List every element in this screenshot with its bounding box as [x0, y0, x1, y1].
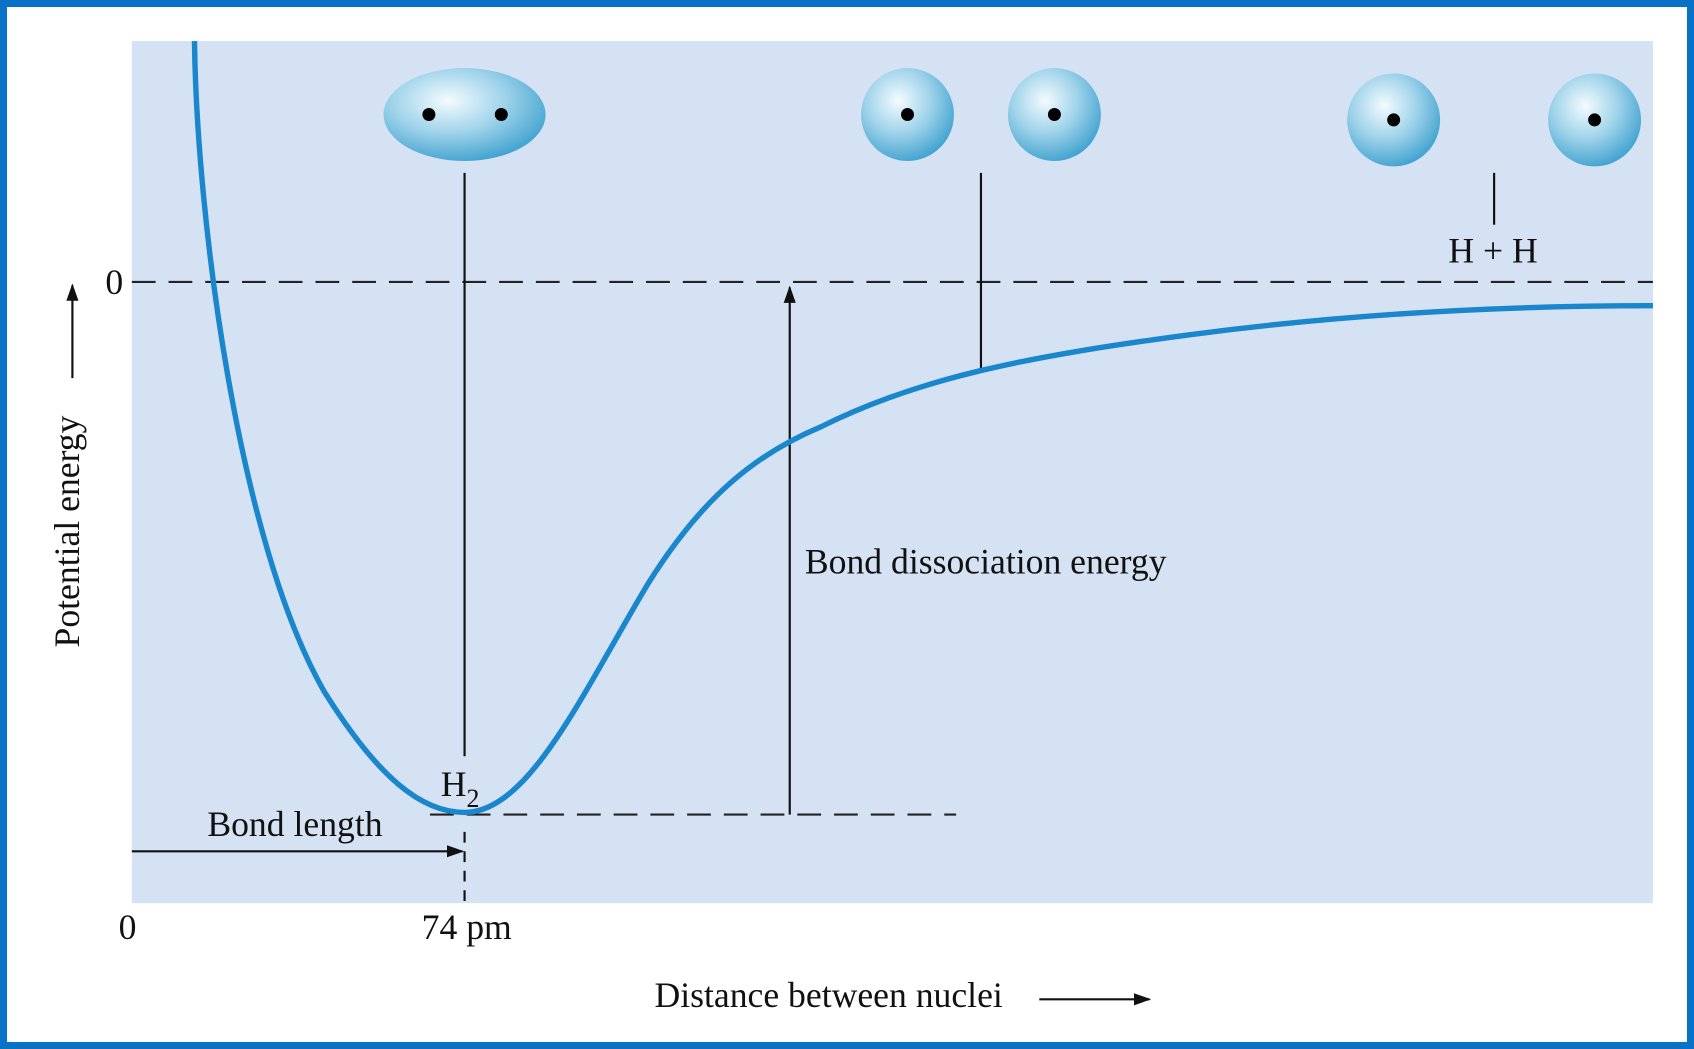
dissociation-label: Bond dissociation energy [805, 542, 1167, 582]
y-zero-label: 0 [105, 262, 123, 302]
molecule-cloud [384, 68, 546, 161]
molecule-subscript: 2 [467, 784, 480, 813]
nucleus [422, 108, 435, 121]
x-zero-label: 0 [119, 907, 137, 947]
atoms-label: H + H [1448, 231, 1537, 271]
molecule-symbol: H [441, 764, 467, 804]
bond-length-label: Bond length [207, 804, 382, 844]
x-mark-label: 74 pm [422, 907, 512, 947]
page: 0 0 74 pm Potential energy Distance betw… [0, 0, 1694, 1049]
y-axis-label: Potential energy [47, 415, 87, 647]
nucleus [1387, 113, 1400, 126]
x-axis-label: Distance between nuclei [654, 975, 1002, 1015]
nucleus [1588, 113, 1601, 126]
nucleus [901, 108, 914, 121]
nucleus [1048, 108, 1061, 121]
plot-area [132, 41, 1653, 903]
nucleus [495, 108, 508, 121]
diagram: 0 0 74 pm Potential energy Distance betw… [0, 0, 1694, 1049]
